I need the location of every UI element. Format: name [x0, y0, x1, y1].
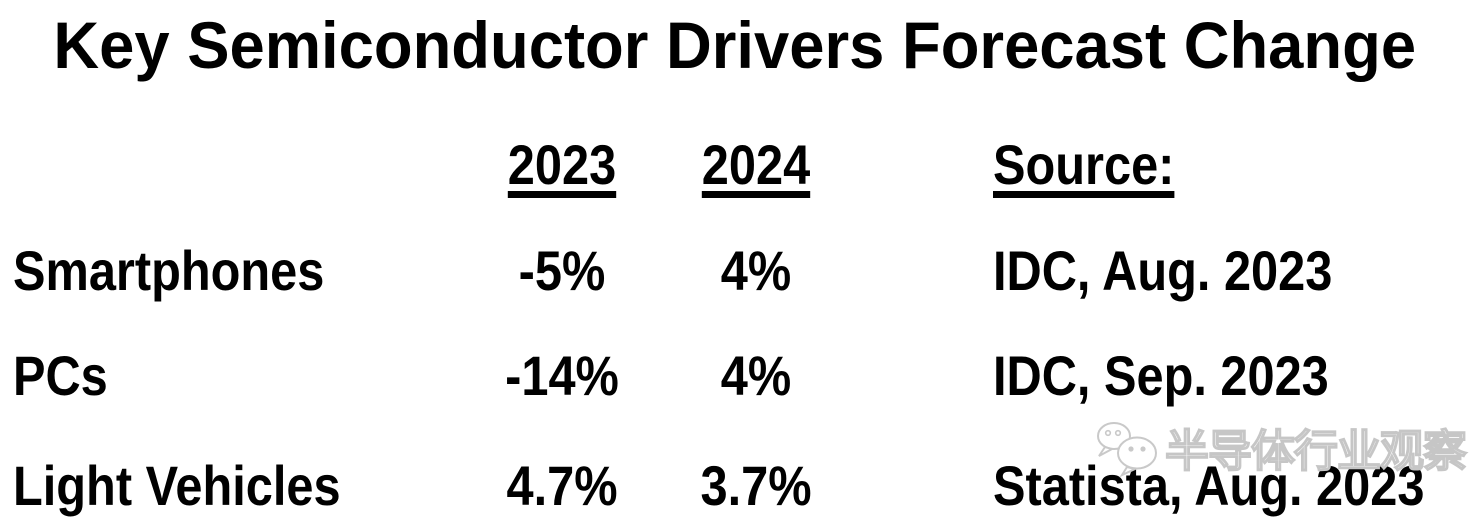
- cell-value-text: 4%: [720, 239, 792, 302]
- watermark-text: 半导体行业观察: [1164, 427, 1468, 476]
- value-pcs-2023: -14%: [497, 348, 628, 404]
- value-light-vehicles-2023: 4.7%: [498, 458, 626, 514]
- row-label-text: Light Vehicles: [13, 454, 341, 517]
- column-header-source-text: Source:: [993, 133, 1175, 196]
- value-smartphones-2023: -5%: [512, 243, 612, 299]
- cell-value-text: -14%: [505, 344, 619, 407]
- source-text: IDC, Aug. 2023: [993, 239, 1333, 302]
- row-label-light-vehicles: Light Vehicles: [13, 458, 390, 514]
- value-light-vehicles-2024: 3.7%: [692, 458, 820, 514]
- watermark: 半导体行业观察: [1093, 420, 1468, 478]
- source-text: IDC, Sep. 2023: [993, 344, 1329, 407]
- wechat-icon: [1097, 422, 1157, 478]
- cell-value-text: 4.7%: [506, 454, 618, 517]
- row-label-text: Smartphones: [13, 239, 325, 302]
- cell-value-text: -5%: [518, 239, 606, 302]
- source-pcs: IDC, Sep. 2023: [993, 348, 1379, 404]
- column-header-2024-text: 2024: [701, 133, 811, 196]
- column-header-2023-text: 2023: [507, 133, 617, 196]
- value-smartphones-2024: 4%: [716, 243, 797, 299]
- column-header-source: Source:: [993, 137, 1202, 193]
- row-label-text: PCs: [13, 344, 108, 407]
- page-title-text: Key Semiconductor Drivers Forecast Chang…: [53, 8, 1416, 82]
- page-title: Key Semiconductor Drivers Forecast Chang…: [0, 12, 1469, 78]
- column-header-2024: 2024: [694, 137, 819, 193]
- source-light-vehicles: Statista, Aug. 2023: [993, 458, 1469, 514]
- row-label-pcs: PCs: [13, 348, 122, 404]
- cell-value-text: 3.7%: [700, 454, 812, 517]
- cell-value-text: 4%: [720, 344, 792, 407]
- source-smartphones: IDC, Aug. 2023: [993, 243, 1383, 299]
- column-header-2023: 2023: [500, 137, 625, 193]
- value-pcs-2024: 4%: [716, 348, 797, 404]
- source-text: Statista, Aug. 2023: [993, 454, 1425, 517]
- row-label-smartphones: Smartphones: [13, 243, 371, 299]
